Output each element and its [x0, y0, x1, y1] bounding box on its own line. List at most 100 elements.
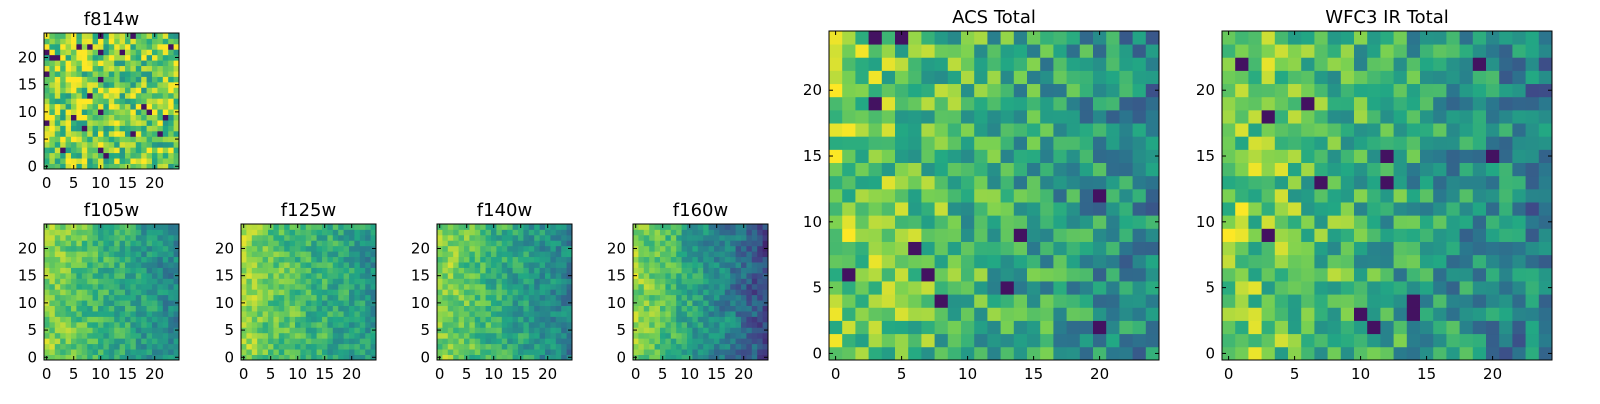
heatmap-cell	[103, 332, 110, 339]
heatmap-cell	[1486, 241, 1500, 256]
heatmap-cell	[76, 327, 83, 334]
heatmap-cell	[76, 49, 83, 56]
heatmap-cell	[92, 294, 99, 301]
heatmap-cell	[523, 267, 530, 274]
heatmap-cell	[54, 294, 61, 301]
heatmap-cell	[1367, 96, 1381, 111]
heatmap-cell	[338, 289, 344, 296]
heatmap-cell	[1472, 215, 1487, 229]
heatmap-cell	[49, 234, 56, 241]
heatmap-cell	[103, 311, 110, 317]
heatmap-cell	[157, 130, 164, 137]
heatmap-cell	[757, 262, 763, 268]
heatmap-cell	[681, 305, 688, 312]
heatmap-cell	[1380, 109, 1394, 124]
heatmap-cell	[49, 152, 56, 159]
heatmap-cell	[114, 300, 120, 306]
heatmap-cell	[829, 162, 843, 177]
heatmap-cell	[1222, 294, 1236, 308]
heatmap-cell	[168, 158, 174, 164]
heatmap-cell	[687, 262, 693, 268]
heatmap-cell	[895, 307, 909, 321]
heatmap-cell	[289, 300, 296, 306]
heatmap-cell	[633, 349, 639, 355]
heatmap-cell	[87, 262, 93, 268]
heatmap-cell	[119, 229, 126, 236]
heatmap-cell	[146, 92, 153, 99]
heatmap-cell	[437, 251, 443, 258]
heatmap-cell	[1433, 96, 1447, 111]
heatmap-cell	[65, 38, 72, 45]
heatmap-cell	[332, 311, 339, 317]
heatmap-cell	[528, 229, 535, 236]
heatmap-cell	[130, 267, 137, 274]
heatmap-cell	[1380, 136, 1394, 150]
heatmap-cell	[447, 338, 454, 345]
heatmap-cell	[714, 272, 720, 279]
heatmap-cell	[81, 141, 88, 148]
heatmap-cell	[54, 283, 61, 290]
heatmap-cell	[103, 272, 110, 279]
heatmap-cell	[241, 305, 247, 312]
heatmap-cell	[241, 349, 247, 355]
heatmap-cell	[534, 349, 540, 355]
heatmap-cell	[1027, 44, 1041, 58]
heatmap-cell	[1027, 228, 1041, 242]
heatmap-cell	[251, 316, 258, 323]
heatmap-cell	[1145, 162, 1160, 177]
heatmap-cell	[119, 65, 126, 72]
heatmap-cell	[343, 224, 350, 230]
heatmap-cell	[555, 311, 562, 317]
heatmap-cell	[268, 229, 274, 236]
heatmap-cell	[54, 229, 61, 236]
heatmap-cell	[961, 57, 975, 71]
heatmap-cell	[152, 103, 158, 110]
heatmap-cell	[262, 256, 269, 263]
heatmap-cell	[1013, 123, 1028, 137]
heatmap-cell	[349, 289, 355, 296]
heatmap-cell	[1406, 136, 1421, 150]
heatmap-cell	[1327, 254, 1342, 269]
heatmap-cell	[654, 327, 661, 334]
heatmap-cell	[316, 256, 323, 263]
heatmap-cell	[829, 109, 843, 124]
heatmap-cell	[881, 267, 896, 282]
axes-frame	[436, 223, 573, 361]
heatmap-cell	[365, 256, 371, 263]
heatmap-cell	[173, 49, 180, 56]
heatmap-cell	[98, 114, 104, 121]
heatmap-cell	[480, 272, 486, 279]
heatmap-cell	[1106, 320, 1120, 335]
heatmap-cell	[1000, 162, 1015, 177]
heatmap-cell	[485, 229, 492, 236]
heatmap-cell	[289, 305, 296, 312]
heatmap-cell	[168, 109, 174, 115]
heatmap-cell	[855, 346, 869, 361]
heatmap-cell	[141, 251, 147, 258]
heatmap-cell	[316, 283, 323, 290]
heatmap-cell	[545, 311, 551, 317]
heatmap-cell	[649, 262, 655, 268]
heatmap-cell	[262, 251, 269, 258]
heatmap-cell	[458, 311, 465, 317]
heatmap-cell	[518, 338, 524, 345]
heatmap-cell	[130, 305, 137, 312]
heatmap-cell	[1301, 136, 1315, 150]
heatmap-cell	[687, 311, 693, 317]
heatmap-cell	[114, 234, 120, 241]
heatmap-cell	[141, 71, 147, 77]
heatmap-cell	[496, 354, 503, 361]
heatmap-cell	[638, 229, 645, 236]
heatmap-cell	[60, 229, 66, 236]
heatmap-cell	[1486, 346, 1500, 361]
heatmap-cell	[829, 136, 843, 150]
heatmap-cell	[246, 240, 253, 247]
heatmap-cell	[1433, 307, 1447, 321]
heatmap-cell	[921, 333, 935, 348]
heatmap-cell	[1340, 254, 1355, 269]
heatmap-cell	[1512, 149, 1526, 163]
heatmap-cell	[829, 215, 843, 229]
heatmap-cell	[501, 224, 508, 230]
heatmap-cell	[730, 332, 736, 339]
heatmap-cell	[1327, 57, 1342, 71]
